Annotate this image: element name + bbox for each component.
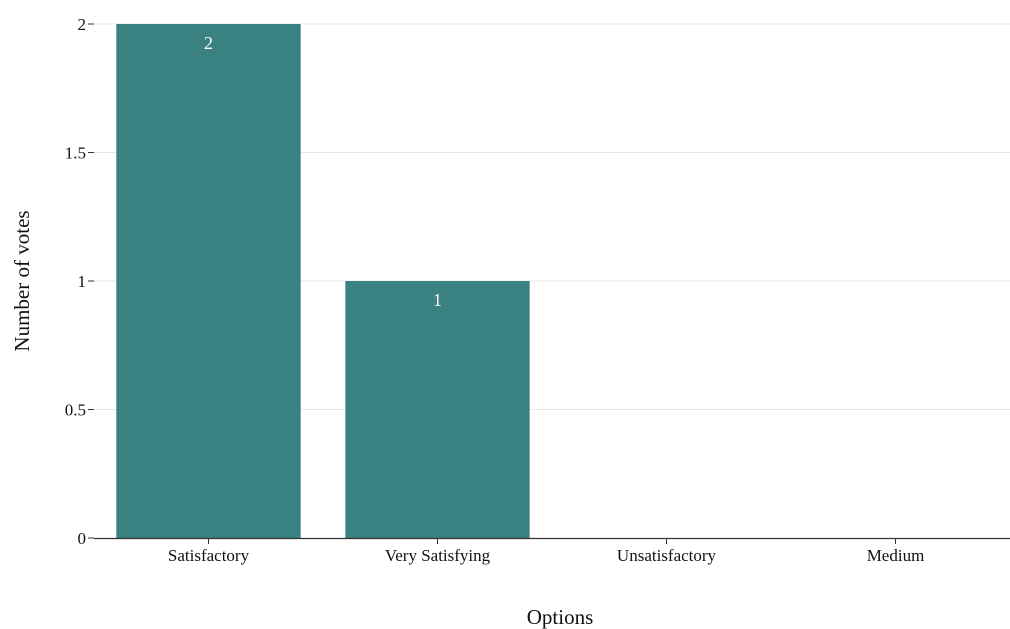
bar-value-label: 1	[433, 290, 442, 310]
y-axis-ticks: 0 0.5 1 1.5 2	[65, 15, 94, 548]
x-tick-label: Satisfactory	[168, 546, 250, 565]
x-tick-label: Unsatisfactory	[617, 546, 717, 565]
bar-value-label: 2	[204, 33, 213, 53]
x-axis-ticks: Satisfactory Very Satisfying Unsatisfactor…	[168, 538, 924, 565]
y-axis-title: Number of votes	[10, 210, 34, 351]
data-labels: 21	[204, 33, 442, 310]
x-axis-title: Options	[527, 605, 594, 629]
y-tick-label: 0	[78, 529, 87, 548]
bar	[116, 24, 301, 538]
y-tick-label: 1.5	[65, 144, 86, 163]
x-tick-label: Very Satisfying	[385, 546, 491, 565]
y-tick-label: 0.5	[65, 401, 86, 420]
bars	[116, 24, 530, 538]
y-tick-label: 2	[78, 15, 87, 34]
x-tick-label: Medium	[867, 546, 925, 565]
bar	[345, 281, 530, 538]
y-tick-label: 1	[78, 272, 87, 291]
